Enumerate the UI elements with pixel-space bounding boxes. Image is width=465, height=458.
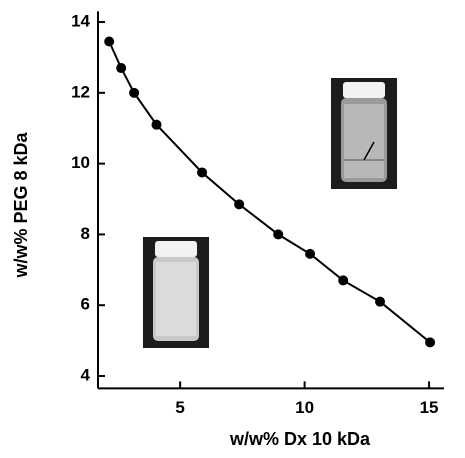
y-tick-label: 8 [81, 224, 90, 243]
x-tick-label: 5 [175, 398, 184, 417]
inset-photo-separated [331, 78, 397, 189]
data-point [116, 63, 127, 74]
data-point [197, 167, 208, 178]
x-axis-title: w/w% Dx 10 kDa [229, 429, 371, 449]
data-point [104, 36, 115, 47]
y-axis-title: w/w% PEG 8 kDa [11, 131, 31, 278]
data-point [234, 199, 245, 210]
data-point [338, 275, 349, 286]
y-tick-label: 14 [71, 12, 90, 31]
x-tick-label: 15 [420, 398, 439, 417]
data-point [273, 229, 284, 240]
y-tick-label: 4 [81, 365, 91, 384]
data-point [129, 87, 140, 98]
y-tick-label: 10 [71, 153, 90, 172]
data-point [151, 119, 162, 130]
data-point [375, 296, 386, 307]
inset-photo-turbid [143, 237, 209, 348]
y-tick-label: 12 [71, 82, 90, 101]
data-point [425, 337, 436, 348]
data-point [305, 248, 316, 259]
y-tick-label: 6 [81, 295, 90, 314]
x-tick-label: 10 [295, 398, 314, 417]
